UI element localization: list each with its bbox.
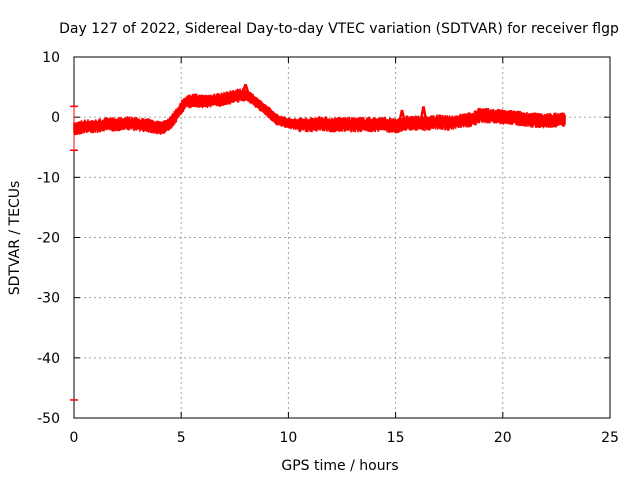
chart-title: Day 127 of 2022, Sidereal Day-to-day VTE… — [59, 21, 619, 37]
series-spike — [478, 107, 484, 117]
series-spike — [422, 106, 428, 124]
y-tick-label: -40 — [37, 351, 60, 367]
x-tick-label: 20 — [494, 430, 512, 446]
x-tick-label: 15 — [387, 430, 405, 446]
x-axis-label: GPS time / hours — [281, 458, 398, 474]
x-tick-label: 5 — [177, 430, 186, 446]
grid — [74, 57, 610, 418]
y-tick-label: 10 — [42, 50, 60, 66]
x-tick-label: 10 — [279, 430, 297, 446]
ticks — [73, 56, 611, 419]
y-tick-labels: 10 0 -10 -20 -30 -40 -50 — [37, 50, 60, 427]
left-markers — [70, 105, 78, 401]
series-spike — [244, 83, 250, 95]
series-line — [73, 96, 566, 134]
series-spike — [400, 109, 407, 125]
y-tick-label: -10 — [37, 170, 60, 186]
x-tick-label: 0 — [70, 430, 79, 446]
y-axis-label: SDTVAR / TECUs — [7, 181, 23, 296]
y-tick-label: -20 — [37, 231, 60, 247]
series-layer — [73, 83, 566, 136]
y-tick-label: 0 — [51, 110, 60, 126]
y-tick-label: -50 — [37, 411, 60, 427]
x-tick-label: 25 — [601, 430, 619, 446]
x-tick-labels: 0 5 10 15 20 25 — [70, 430, 619, 446]
y-tick-label: -30 — [37, 291, 60, 307]
